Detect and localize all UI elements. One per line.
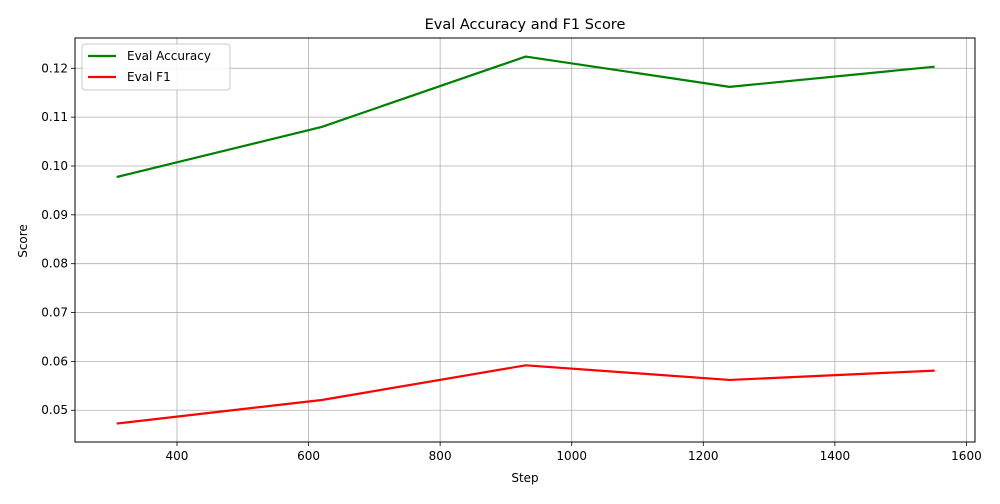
series-line-0 [116,55,935,179]
x-axis-title: Step [511,471,538,485]
y-tick-label: 0.11 [41,110,68,124]
x-tick-label: 1400 [820,449,851,463]
series-line-1 [116,364,935,425]
x-tick-label: 600 [297,449,320,463]
y-tick-label: 0.07 [41,306,68,320]
legend: Eval Accuracy Eval F1 [81,43,231,91]
series-lines [116,55,935,425]
y-tick-label: 0.05 [41,403,68,417]
x-tick-label: 400 [166,449,189,463]
chart-title: Eval Accuracy and F1 Score [425,17,626,33]
legend-box [81,43,231,91]
x-tick-label: 1600 [951,449,982,463]
x-tick-label: 1000 [556,449,587,463]
y-tick-label: 0.10 [41,159,68,173]
x-tick-label: 800 [429,449,452,463]
ticks: 400 600 800 1000 1200 1400 1600 0.05 0.06 0.07 0.0… [41,61,981,463]
legend-label: Eval Accuracy [127,49,211,63]
x-tick-label: 1200 [688,449,719,463]
y-tick-label: 0.06 [41,354,68,368]
plot-frame [74,37,976,443]
y-tick-label: 0.09 [41,208,68,222]
y-tick-label: 0.08 [41,257,68,271]
legend-label: Eval F1 [127,70,171,84]
y-tick-label: 0.12 [41,61,68,75]
y-axis-title: Score [16,224,30,258]
